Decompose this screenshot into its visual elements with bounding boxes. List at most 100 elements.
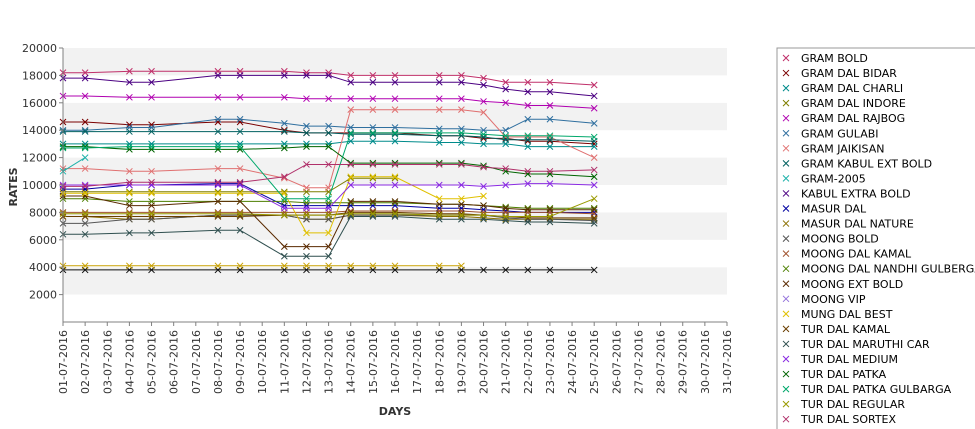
data-point (126, 128, 133, 135)
legend-label: TUR DAL MARUTHI CAR (800, 338, 930, 351)
data-point (590, 214, 598, 222)
data-point (148, 178, 155, 186)
data-point (546, 204, 554, 212)
data-point (435, 132, 443, 140)
data-point (546, 206, 554, 214)
data-point (214, 198, 222, 205)
data-point (303, 143, 310, 150)
data-point (391, 106, 399, 114)
data-point (126, 67, 133, 75)
legend-marker (782, 99, 790, 107)
x-tick-label: 03-07-2016 (101, 330, 114, 394)
data-point (480, 130, 487, 138)
y-tick-label: 16000 (22, 97, 57, 110)
data-point (546, 266, 554, 274)
data-point (236, 189, 244, 197)
x-tick-label: 31-07-2016 (721, 330, 734, 394)
data-point (214, 213, 222, 220)
legend-item: MOONG DAL KAMAL (782, 248, 912, 261)
x-tick-label: 20-07-2016 (478, 330, 491, 394)
data-point (391, 130, 399, 138)
data-point (435, 72, 443, 79)
data-point (590, 133, 598, 141)
legend-label: GRAM GULABI (801, 127, 879, 140)
data-point (524, 266, 532, 274)
legend-label: GRAM DAL RAJBOG (801, 112, 905, 125)
data-point (325, 129, 332, 137)
legend-marker (782, 69, 790, 77)
data-point (480, 74, 487, 82)
series-22 (59, 129, 598, 203)
data-point (347, 124, 355, 131)
data-point (546, 143, 554, 150)
data-point (325, 211, 332, 219)
legend-item: MUNG DAL BEST (782, 308, 893, 321)
data-point (214, 72, 222, 79)
data-point (391, 72, 399, 79)
data-point (391, 78, 399, 86)
y-tick-label: 10000 (22, 179, 57, 192)
legend-item: GRAM DAL CHARLI (782, 82, 903, 95)
data-point (502, 78, 510, 86)
series-21 (59, 143, 598, 181)
data-point (480, 192, 487, 200)
legend-label: GRAM DAL INDORE (801, 97, 906, 110)
data-point (303, 252, 310, 260)
data-point (81, 213, 89, 220)
legend-item: TUR DAL MARUTHI CAR (782, 338, 930, 351)
data-point (369, 213, 377, 220)
data-point (369, 129, 377, 137)
series-line (63, 177, 395, 193)
data-point (480, 163, 487, 171)
data-point (369, 124, 377, 131)
data-point (435, 211, 443, 219)
data-point (325, 184, 332, 192)
data-point (524, 218, 532, 226)
series-20 (59, 180, 598, 212)
data-point (148, 210, 155, 218)
data-point (347, 161, 355, 168)
data-point (126, 215, 133, 223)
data-point (480, 140, 487, 148)
legend-marker (782, 235, 790, 242)
x-tick-label: 13-07-2016 (323, 330, 336, 394)
data-point (546, 78, 554, 86)
data-point (214, 165, 222, 172)
data-point (148, 262, 155, 270)
data-point (369, 181, 377, 189)
series-layer (59, 67, 598, 274)
data-point (369, 173, 377, 181)
x-tick-label: 01-07-2016 (57, 330, 70, 394)
x-tick-label: 19-07-2016 (455, 330, 468, 394)
data-point (458, 129, 465, 137)
data-point (303, 184, 310, 192)
data-point (524, 78, 532, 86)
data-point (81, 128, 89, 135)
series-23 (59, 195, 598, 220)
legend-label: TUR DAL REGULAR (800, 398, 905, 411)
data-point (303, 161, 310, 168)
data-point (590, 204, 598, 212)
data-point (214, 188, 222, 196)
data-point (502, 213, 510, 220)
data-point (435, 200, 443, 208)
x-tick-label: 09-07-2016 (234, 330, 247, 394)
data-point (369, 199, 377, 207)
data-point (148, 215, 155, 223)
data-point (391, 137, 399, 145)
legend-marker (782, 205, 790, 212)
legend-label: MUNG DAL BEST (801, 308, 893, 321)
data-point (280, 144, 288, 152)
series-14 (59, 195, 598, 212)
data-point (347, 213, 355, 220)
data-point (81, 144, 89, 152)
data-point (81, 118, 89, 126)
data-point (303, 129, 310, 137)
legend-marker (782, 114, 790, 122)
data-point (303, 262, 310, 270)
data-point (126, 178, 133, 186)
data-point (480, 81, 487, 89)
data-point (502, 135, 510, 142)
data-point (524, 102, 532, 109)
